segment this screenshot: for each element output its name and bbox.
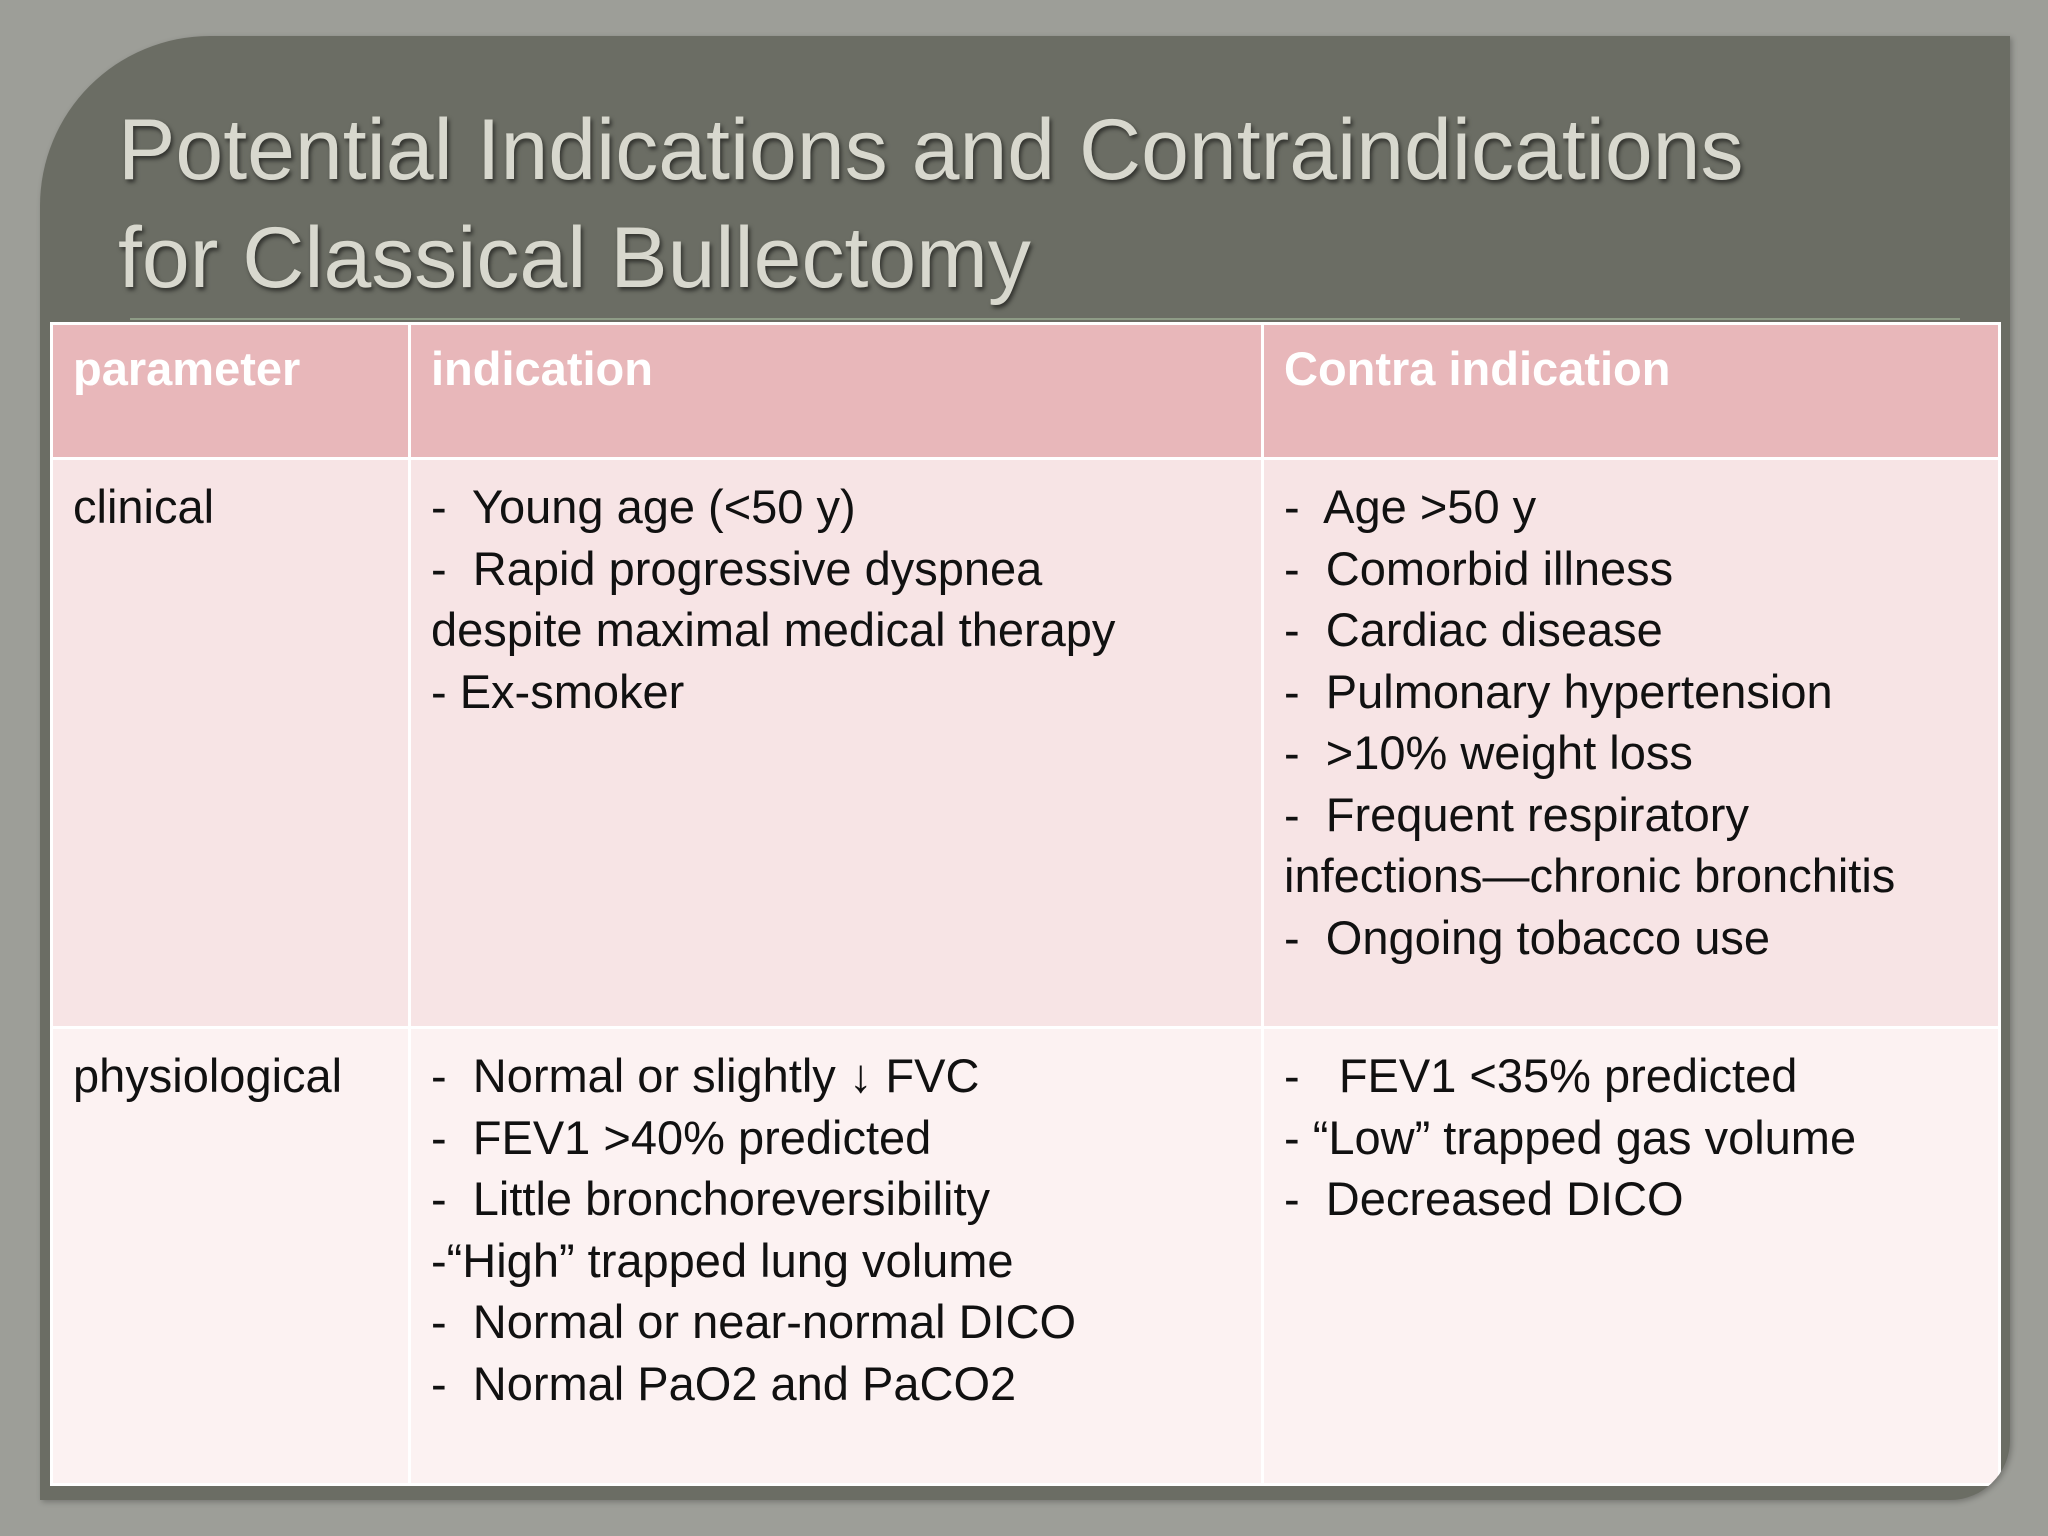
indications-table: parameter indication Contra indication c… — [50, 322, 2001, 1486]
title-divider — [130, 318, 1960, 320]
list-item: - FEV1 >40% predicted — [431, 1110, 932, 1164]
list-item: infections—chronic bronchitis — [1284, 849, 1896, 902]
list-item: - >10% weight loss — [1284, 726, 1693, 779]
table-row-physiological: physiological - Normal or slightly ↓ FVC… — [50, 1026, 2001, 1486]
list-item: - Ex-smoker — [431, 664, 685, 718]
cell-contra-clinical: - Age >50 y - Comorbid illness - Cardiac… — [1261, 457, 2001, 1029]
header-parameter: parameter — [50, 322, 411, 460]
slide-title: Potential Indications and Contraindicati… — [118, 96, 1978, 312]
table-row-clinical: clinical - Young age (<50 y) - Rapid pro… — [50, 457, 2001, 1029]
cell-indication-clinical: - Young age (<50 y) - Rapid progressive … — [408, 457, 1264, 1029]
list-item: - Pulmonary hypertension — [1284, 664, 1833, 718]
list-item: - Ongoing tobacco use — [1284, 910, 1770, 964]
list-item: -“High” trapped lung volume — [431, 1233, 1014, 1287]
list-item: - Normal or near-normal DICO — [431, 1295, 1077, 1348]
list-item: - Young age (<50 y) — [431, 480, 856, 533]
title-line-1: Potential Indications and Contraindicati… — [118, 102, 1744, 198]
list-item: - Comorbid illness — [1284, 541, 1674, 595]
list-item: - Age >50 y — [1284, 480, 1537, 533]
header-contra-indication: Contra indication — [1261, 322, 2001, 460]
title-line-2: for Classical Bullectomy — [118, 210, 1031, 306]
list-item: - Rapid progressive dyspnea — [431, 541, 1043, 595]
list-item: despite maximal medical therapy — [431, 603, 1116, 656]
list-item: - FEV1 <35% predicted — [1284, 1049, 1798, 1102]
list-item: - Little bronchoreversibility — [431, 1172, 990, 1225]
list-item: - Normal or slightly ↓ FVC — [431, 1049, 980, 1102]
cell-parameter-clinical: clinical — [50, 457, 411, 1029]
cell-parameter-physiological: physiological — [50, 1026, 411, 1486]
table-header-row: parameter indication Contra indication — [50, 322, 2001, 460]
cell-indication-physiological: - Normal or slightly ↓ FVC - FEV1 >40% p… — [408, 1026, 1264, 1486]
cell-contra-physiological: - FEV1 <35% predicted - “Low” trapped ga… — [1261, 1026, 2001, 1486]
header-indication: indication — [408, 322, 1264, 460]
list-item: - Normal PaO2 and PaCO2 — [431, 1356, 1017, 1410]
slide: Potential Indications and Contraindicati… — [40, 36, 2010, 1500]
list-item: - Frequent respiratory — [1284, 787, 1749, 841]
list-item: - Cardiac disease — [1284, 603, 1663, 656]
list-item: - “Low” trapped gas volume — [1284, 1110, 1857, 1164]
list-item: - Decreased DICO — [1284, 1172, 1684, 1225]
